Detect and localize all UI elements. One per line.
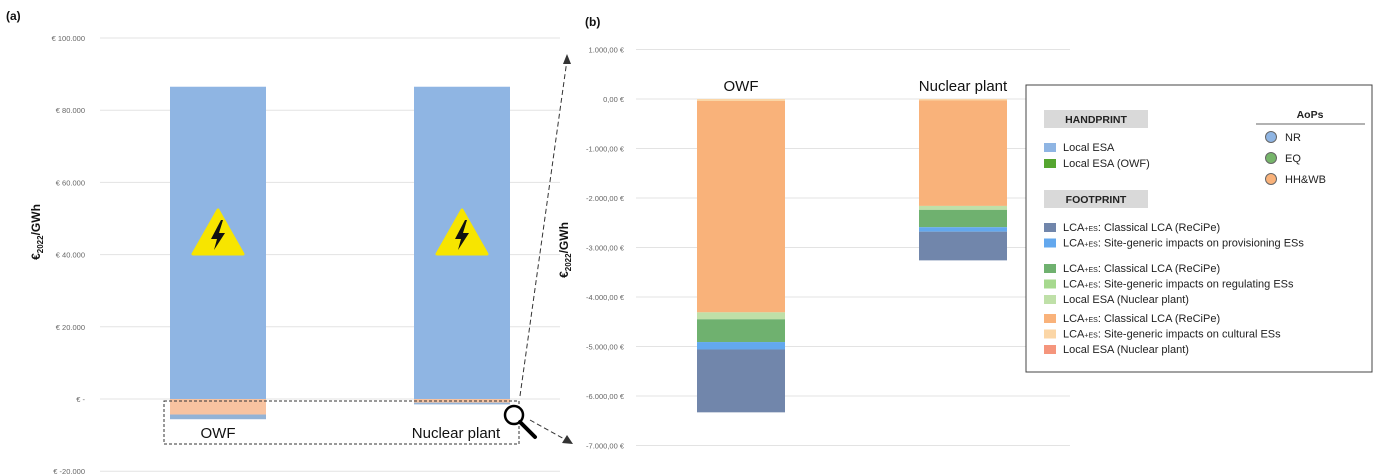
handprint-item-label: Local ESA [1063,142,1115,154]
electricity-warning-icon [191,208,245,256]
panel-a-category-label: Nuclear plant [412,425,501,442]
panel-a-tick-label: € 100.000 [52,34,85,43]
handprint-item-swatch [1044,159,1056,168]
panel-b-bar-segment [919,227,1007,232]
panel-b-tick-label: 1.000,00 € [589,46,625,55]
footprint-item-label: LCA+ES: Classical LCA (ReCiPe) [1063,222,1220,234]
panel-a-tick-label: € - [76,395,85,404]
panel-b-bar-segment [919,209,1007,228]
panel-b-tick-label: -1.000,00 € [586,145,625,154]
panel-a-y-ticks: € 100.000 € 80.000 € 60.000 € 40.000 € 20.00… [52,34,86,474]
zoom-arrow-bottom [562,435,573,444]
panel-b-bar-segment [919,231,1007,261]
panel-b-tick-label: 0,00 € [603,95,625,104]
panel-b-tick-label: -5.000,00 € [586,343,625,352]
panel-b-bar-segment [697,342,785,350]
zoom-line-bottom [529,419,567,441]
panel-a-tick-label: € 80.000 [56,106,85,115]
panel-a-bar-segment [414,402,510,405]
panel-a-y-axis-label: €2022/GWh [29,204,45,260]
aop-marker [1265,131,1277,143]
legend-items: Local ESA Local ESA (OWF) LCA+ES: Classica… [1044,131,1326,356]
handprint-item-label: Local ESA (OWF) [1063,158,1150,170]
panel-b-tick-label: -2.000,00 € [586,194,625,203]
footprint-item-swatch [1044,329,1056,339]
handprint-header-bg [1044,110,1148,128]
magnifier-icon [503,404,537,439]
handprint-item-swatch [1044,143,1056,152]
panel-b-y-axis-label: €2022/GWh [557,222,573,278]
panel-a-tick-label: € 20.000 [56,323,85,332]
panel-b-category-label: Nuclear plant [919,78,1008,95]
panel-b-bar-segment [697,319,785,343]
zoom-line-top [519,59,568,397]
footprint-item-label: Local ESA (Nuclear plant) [1063,294,1189,306]
footprint-item-swatch [1044,264,1056,273]
panel-a-category-label: OWF [201,425,236,442]
footprint-item-label: LCA+ES: Site-generic impacts on regulati… [1063,279,1294,291]
footprint-item-swatch [1044,345,1056,354]
footprint-item-swatch [1044,314,1056,323]
aops-header: AoPs [1297,109,1324,121]
panel-b-bar-segment [697,349,785,413]
footprint-item-label: LCA+ES: Classical LCA (ReCiPe) [1063,313,1220,325]
footprint-header-bg [1044,190,1148,208]
panel-b-bar-segment [697,100,785,313]
panel-b: (b) 1.000,00 € 0,00 € -1.000,00 € -2.000,00… [557,15,1070,451]
panel-b-tick-label: -6.000,00 € [586,392,625,401]
lightning-bolt [211,220,225,250]
footprint-item-label: LCA+ES: Classical LCA (ReCiPe) [1063,263,1220,275]
panel-a-icons [191,208,489,256]
panel-a-bar-segment [170,399,266,415]
panel-b-tick-label: -3.000,00 € [586,244,625,253]
panel-b-bar-segment [919,99,1007,101]
panel-b-tick-label: -4.000,00 € [586,293,625,302]
panel-b-label: (b) [585,15,600,29]
panel-b-y-ticks: 1.000,00 € 0,00 € -1.000,00 € -2.000,00 € -3… [586,46,625,451]
aop-label: HH&WB [1285,174,1326,186]
aop-label: EQ [1285,153,1301,165]
footprint-header: FOOTPRINT [1066,194,1127,206]
aop-marker [1265,152,1277,164]
panel-a-label: (a) [6,9,21,23]
footprint-item-swatch [1044,223,1056,232]
aop-marker [1265,173,1277,185]
panel-a-tick-label: € -20.000 [53,467,85,474]
lightning-bolt [455,220,469,250]
panel-b-bar-segment [919,100,1007,206]
legend: HANDPRINT FOOTPRINT AoPs Local ESALocal … [1025,84,1373,373]
panel-b-bar-segment [697,312,785,320]
panel-a-categories: OWF Nuclear plant [201,425,502,442]
panel-a-bar-segment [170,414,266,420]
panel-b-bar-segment [697,99,785,101]
footprint-item-label: LCA+ES: Site-generic impacts on cultural… [1063,329,1281,341]
panel-a-tick-label: € 60.000 [56,178,85,187]
footprint-item-swatch [1044,295,1056,304]
electricity-warning-icon [435,208,489,256]
footprint-item-swatch [1044,238,1056,248]
legend-box [1025,84,1373,373]
footprint-item-swatch [1044,279,1056,289]
panel-b-category-label: OWF [724,78,759,95]
aop-label: NR [1285,132,1301,144]
zoom-arrow-top [563,54,571,64]
panel-b-bars [697,99,1007,413]
footprint-item-label: LCA+ES: Site-generic impacts on provisio… [1063,238,1304,250]
footprint-item-label: Local ESA (Nuclear plant) [1063,344,1189,356]
panel-a-tick-label: € 40.000 [56,251,85,260]
panel-b-tick-label: -7.000,00 € [586,442,625,451]
panel-b-categories: OWF Nuclear plant [724,78,1009,95]
panel-a: (a) € 100.000 € 80.000 € 60.000 € 40.000 € 2… [6,9,573,474]
panel-b-bar-segment [919,205,1007,210]
handprint-header: HANDPRINT [1065,114,1127,126]
